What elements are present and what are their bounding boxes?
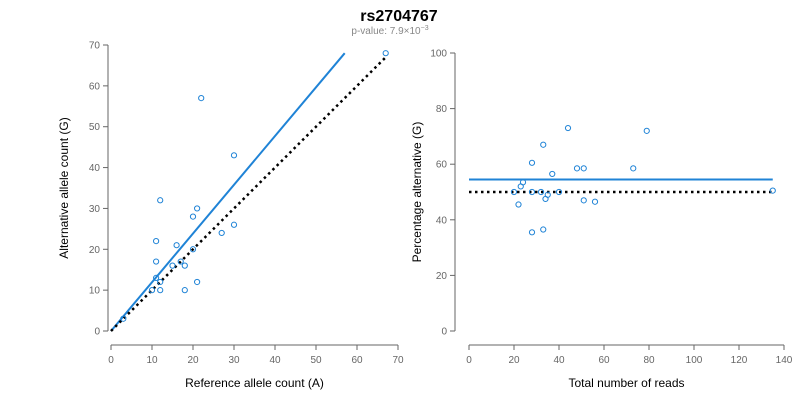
left-y-axis-title: Alternative allele count (G) (57, 117, 71, 258)
right-x-tick-label: 80 (643, 355, 655, 366)
right-data-point (528, 188, 536, 196)
left-data-point (189, 246, 197, 253)
left-data-point (194, 278, 201, 286)
chart-title: rs2704767 (360, 8, 438, 25)
left-data-point (169, 262, 176, 269)
right-data-point (643, 127, 650, 134)
right-data-point (580, 197, 587, 204)
left-y-tick-label: 50 (89, 122, 101, 133)
left-data-point (157, 287, 164, 294)
left-data-point (173, 242, 180, 249)
right-data-point (769, 187, 776, 194)
left-data-point (120, 315, 127, 322)
right-data-point (528, 229, 536, 236)
right-x-tick-label: 140 (776, 355, 793, 366)
left-fit-line (110, 52, 346, 332)
right-data-point (537, 188, 545, 196)
right-y-tick-label: 80 (436, 104, 448, 115)
right-y-axis-title: Percentage alternative (G) (410, 122, 424, 263)
left-x-tick-label: 60 (351, 355, 363, 366)
left-data-point (181, 287, 188, 294)
right-x-axis-title: Total number of reads (568, 376, 684, 390)
left-y-tick-label: 0 (94, 327, 100, 338)
left-x-tick-label: 10 (146, 355, 158, 366)
left-x-tick-label: 70 (392, 355, 404, 366)
right-x-tick-label: 100 (686, 355, 703, 366)
left-reference-line (110, 56, 387, 332)
left-x-axis-title: Reference allele count (A) (185, 376, 324, 390)
right-data-point (528, 159, 536, 166)
right-data-point (564, 124, 572, 132)
left-data-point (198, 95, 205, 102)
left-x-tick-label: 40 (269, 355, 281, 366)
left-data-point (181, 262, 188, 269)
right-data-point (555, 188, 563, 196)
right-data-point (573, 165, 581, 172)
left-data-point (230, 221, 238, 228)
p-value-label: p-value: 7.9×10−3 (351, 25, 428, 37)
right-y-tick-label: 60 (436, 160, 448, 171)
left-x-tick-label: 20 (187, 355, 199, 366)
right-data-point (630, 165, 637, 172)
right-x-tick-label: 0 (466, 355, 472, 366)
right-x-tick-label: 40 (553, 355, 565, 366)
left-x-tick-label: 0 (108, 355, 114, 366)
left-y-tick-label: 40 (89, 163, 101, 174)
right-data-point (544, 191, 551, 198)
right-x-tick-label: 120 (731, 355, 748, 366)
right-data-point (580, 165, 587, 172)
left-x-tick-label: 50 (310, 355, 322, 366)
left-data-point (148, 287, 156, 294)
left-y-tick-label: 10 (89, 286, 101, 297)
right-y-tick-label: 100 (430, 49, 447, 60)
left-y-tick-label: 60 (89, 81, 101, 92)
right-data-point (549, 170, 556, 178)
left-data-point (153, 258, 160, 265)
right-data-point (510, 188, 518, 196)
left-x-tick-label: 30 (228, 355, 240, 366)
left-y-tick-label: 70 (89, 41, 101, 52)
left-data-point (230, 152, 238, 159)
left-y-tick-label: 20 (89, 245, 101, 256)
right-data-point (515, 201, 522, 208)
right-data-point (519, 179, 527, 186)
right-x-tick-label: 20 (508, 355, 520, 366)
left-data-point (189, 213, 197, 220)
right-y-tick-label: 40 (436, 215, 448, 226)
allele-count-scatter-plot: 0 10 20 30 40 50 60 70 0 10 20 30 40 50 60 70 Reference … (57, 41, 404, 391)
left-data-point (153, 274, 160, 281)
right-data-point (540, 141, 547, 148)
right-data-point (540, 226, 547, 233)
p-value-exponent: −3 (421, 25, 429, 32)
right-y-tick-label: 0 (441, 327, 447, 338)
right-x-tick-label: 60 (598, 355, 610, 366)
left-data-point (194, 205, 201, 212)
right-data-point (591, 198, 599, 205)
left-data-point (218, 229, 225, 237)
p-value-base: p-value: 7.9×10 (351, 26, 421, 37)
left-y-tick-label: 30 (89, 204, 101, 215)
left-data-point (157, 197, 164, 204)
left-data-point (157, 278, 164, 286)
left-data-point (153, 238, 160, 245)
left-data-point (382, 50, 389, 57)
left-data-point (177, 258, 184, 265)
right-y-tick-label: 20 (436, 271, 448, 282)
